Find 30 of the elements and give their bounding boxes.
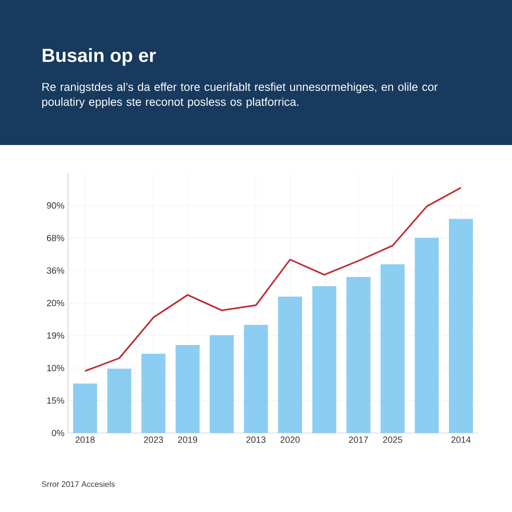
bar: [278, 296, 302, 433]
text: 20%: [46, 300, 64, 306]
x-tick-label: 2017: [348, 436, 368, 443]
text: 10%: [47, 364, 64, 372]
x-tick-label: 2023: [144, 436, 163, 443]
chart-subtitle: Re ranigstdes al’s da effer tore cuerifablt resfiet unnesormehiges, en olile cor poulatiry epples ste reconot posless os platforrica.: [42, 82, 438, 108]
text: 90%: [46, 202, 64, 209]
chart-title: Busain op er: [42, 48, 156, 66]
x-tick-label: 2014: [451, 436, 471, 443]
bar: [380, 264, 405, 433]
bar: [107, 368, 132, 433]
bar: [448, 218, 473, 433]
text: 0%: [52, 430, 64, 436]
bar: [141, 354, 166, 433]
bar: [73, 383, 98, 433]
x-tick-label: 2025: [383, 436, 402, 443]
x-tick-label: 2019: [178, 436, 198, 443]
bar: [210, 335, 234, 433]
bar: [346, 276, 370, 433]
text: 15%: [47, 397, 64, 404]
x-tick-label: 2018: [76, 436, 95, 443]
bar: [414, 238, 439, 433]
text: 19%: [47, 332, 64, 339]
bar: [244, 324, 268, 433]
bar: [176, 344, 200, 433]
x-tick-label: 2013: [246, 436, 266, 443]
text: 36%: [46, 267, 64, 274]
x-tick-label: 2020: [280, 436, 300, 443]
text: 68%: [46, 234, 64, 242]
bar: [312, 286, 336, 433]
